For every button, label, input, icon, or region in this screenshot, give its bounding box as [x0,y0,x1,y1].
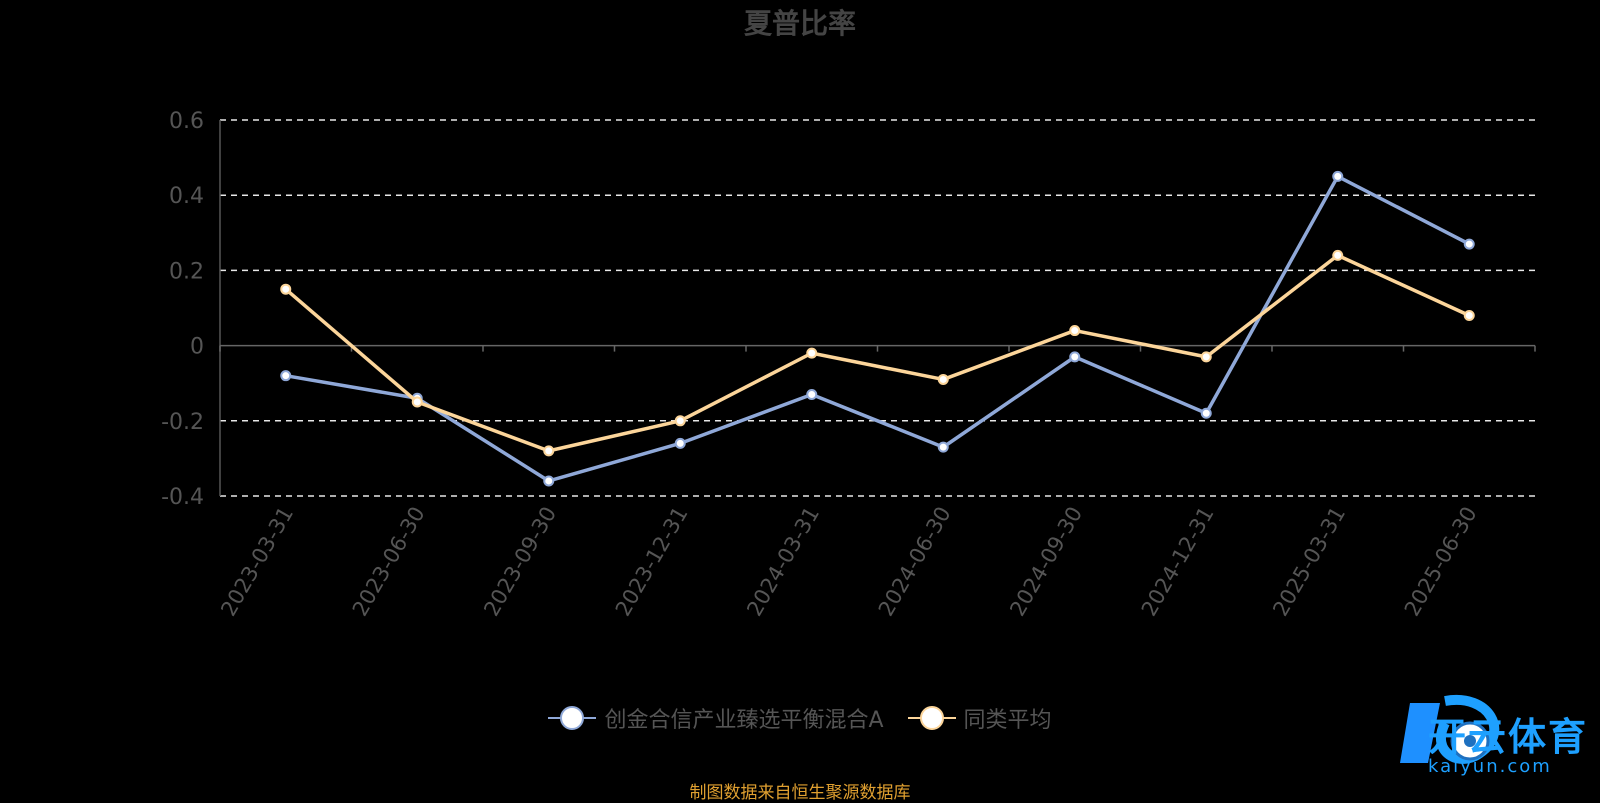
y-tick-label: 0.4 [169,184,204,209]
x-tick-label: 2025-03-31 [1268,503,1350,621]
series-1-point[interactable] [674,415,686,427]
x-tick-label: 2024-09-30 [1005,503,1087,621]
axes [219,120,1536,496]
series-0-point[interactable] [674,437,686,449]
x-tick-label: 2025-06-30 [1400,503,1482,621]
series-1-point[interactable] [937,373,949,385]
legend-fund-label: 创金合信产业臻选平衡混合A [604,708,884,733]
series-1-point[interactable] [543,445,555,457]
y-axis-ticks: 0.6 0.4 0.2 0 -0.2 -0.4 [161,109,204,510]
series-0-point[interactable] [806,388,818,400]
series-1-point[interactable] [1069,325,1081,337]
x-tick-label: 2023-06-30 [348,503,430,621]
series-lines [280,170,1475,487]
series-0-point[interactable] [1200,407,1212,419]
x-tick-label: 2023-03-31 [216,503,298,621]
chart-title: 夏普比率 [744,7,856,40]
series-0-point[interactable] [543,475,555,487]
x-tick-label: 2023-12-31 [611,503,693,621]
legend-item-fund[interactable]: 创金合信产业臻选平衡混合A [548,702,884,734]
series-0-point[interactable] [1332,170,1344,182]
data-source-note: 制图数据来自恒生聚源数据库 [689,783,911,803]
legend-item-peer-average[interactable]: 同类平均 [907,702,1052,734]
legend-fund-marker [548,706,597,730]
y-tick-label: -0.2 [161,410,204,435]
series-1-point[interactable] [411,396,423,408]
series-line-1 [284,253,1470,453]
series-0-point[interactable] [937,441,949,453]
series-0-point[interactable] [1463,238,1475,250]
x-tick-label: 2024-03-31 [742,503,824,621]
brand-name: 开云体育 [1428,715,1589,759]
y-tick-label: -0.4 [161,485,204,510]
x-tick-label: 2023-09-30 [479,503,561,621]
series-1-point[interactable] [1332,249,1344,261]
sharpe-ratio-chart: 夏普比率 0.60.40.20-0.2-0.4 2023-03-31 2023-0… [161,7,1536,621]
series-0-point[interactable] [1069,351,1081,363]
x-axis-ticks: 2023-03-31 2023-06-30 2023-09-30 2023-12-31… [216,503,1481,621]
series-1-point[interactable] [280,283,292,295]
y-tick-label: 0 [190,335,204,360]
brand-domain: kaiyun.com [1428,756,1552,777]
legend-peer-marker [907,706,956,730]
series-1-point[interactable] [1463,310,1475,322]
series-line-0 [285,174,1471,483]
legend: 创金合信产业臻选平衡混合A 同类平均 [0,702,1600,734]
series-0-point[interactable] [280,370,292,382]
series-1-point[interactable] [806,347,818,359]
x-tick-label: 2024-12-31 [1137,503,1219,621]
legend-peer-label: 同类平均 [963,708,1052,733]
x-tick-label: 2024-06-30 [874,503,956,621]
y-tick-label: 0.2 [169,259,204,284]
brand-logo [1400,694,1500,764]
series-1-point[interactable] [1200,351,1212,363]
y-tick-label: 0.6 [169,109,204,134]
